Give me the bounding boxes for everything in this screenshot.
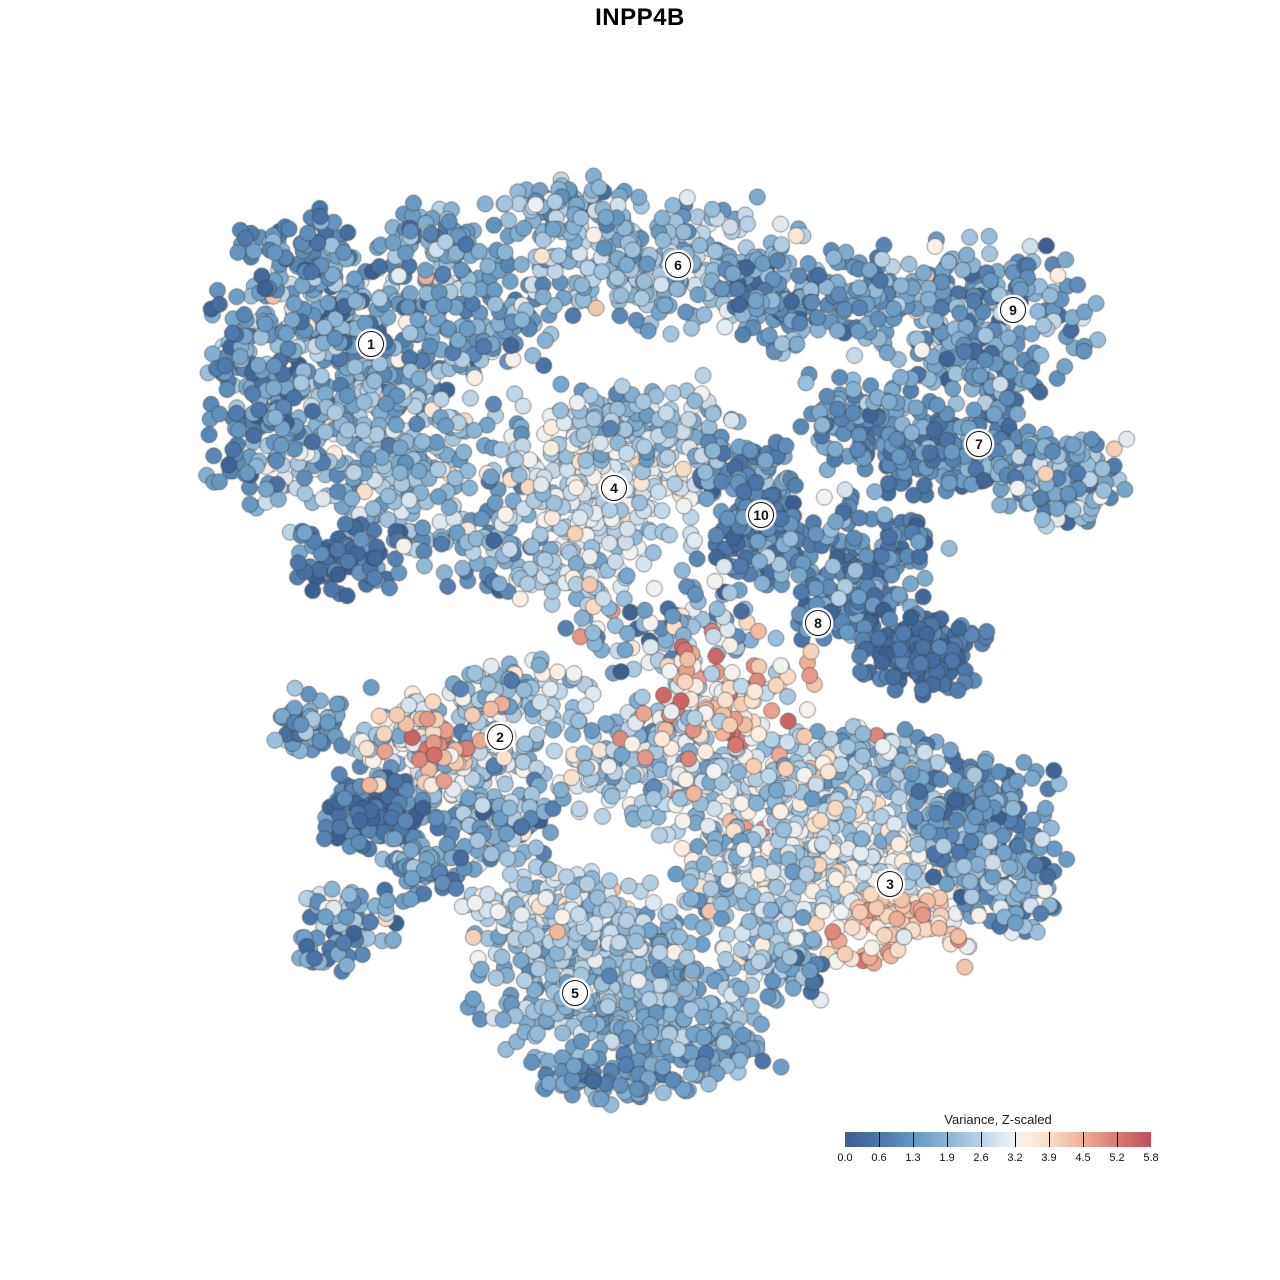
colorbar-tick (1083, 1132, 1084, 1147)
cluster-label-3: 3 (877, 871, 903, 897)
colorbar-tick (980, 1132, 982, 1147)
colorbar-tick-label: 1.3 (905, 1152, 921, 1164)
colorbar-tick-label: 1.9 (939, 1152, 955, 1164)
cluster-label-10: 10 (748, 502, 774, 528)
cluster-label-1: 1 (358, 331, 384, 357)
cluster-label-6: 6 (665, 252, 691, 278)
colorbar-tick-label: 0.6 (871, 1152, 887, 1164)
colorbar-gradient (845, 1132, 1151, 1147)
colorbar-tick (1049, 1132, 1050, 1147)
cluster-label-2: 2 (487, 724, 513, 750)
colorbar-tick (912, 1132, 914, 1147)
colorbar-tick-labels: 0.0 0.6 1.3 1.9 2.6 3.2 3.9 4.5 5.2 5.8 (837, 1152, 1158, 1166)
colorbar-tick (1015, 1132, 1016, 1147)
cluster-label-5: 5 (562, 980, 588, 1006)
cluster-label-8: 8 (805, 610, 831, 636)
colorbar-tick-label: 2.6 (973, 1152, 989, 1164)
colorbar-tick (878, 1132, 880, 1147)
colorbar-tick-label: 0.0 (837, 1152, 853, 1164)
colorbar-tick-label: 3.2 (1007, 1152, 1023, 1164)
colorbar-tick-label: 5.2 (1109, 1152, 1125, 1164)
colorbar-title: Variance, Z-scaled (944, 1112, 1052, 1127)
colorbar-tick-label: 4.5 (1075, 1152, 1091, 1164)
cluster-label-4: 4 (601, 475, 627, 501)
colorbar-tick-label: 5.8 (1143, 1152, 1159, 1164)
colorbar-tick-label: 3.9 (1041, 1152, 1057, 1164)
cluster-label-9: 9 (1000, 297, 1026, 323)
colorbar-tick (947, 1132, 948, 1147)
colorbar-legend: Variance, Z-scaled 0.0 0.6 1.3 1.9 2.6 3.2 3.9… (837, 1112, 1158, 1168)
cluster-label-7: 7 (966, 431, 992, 457)
colorbar-tick (1116, 1132, 1118, 1147)
